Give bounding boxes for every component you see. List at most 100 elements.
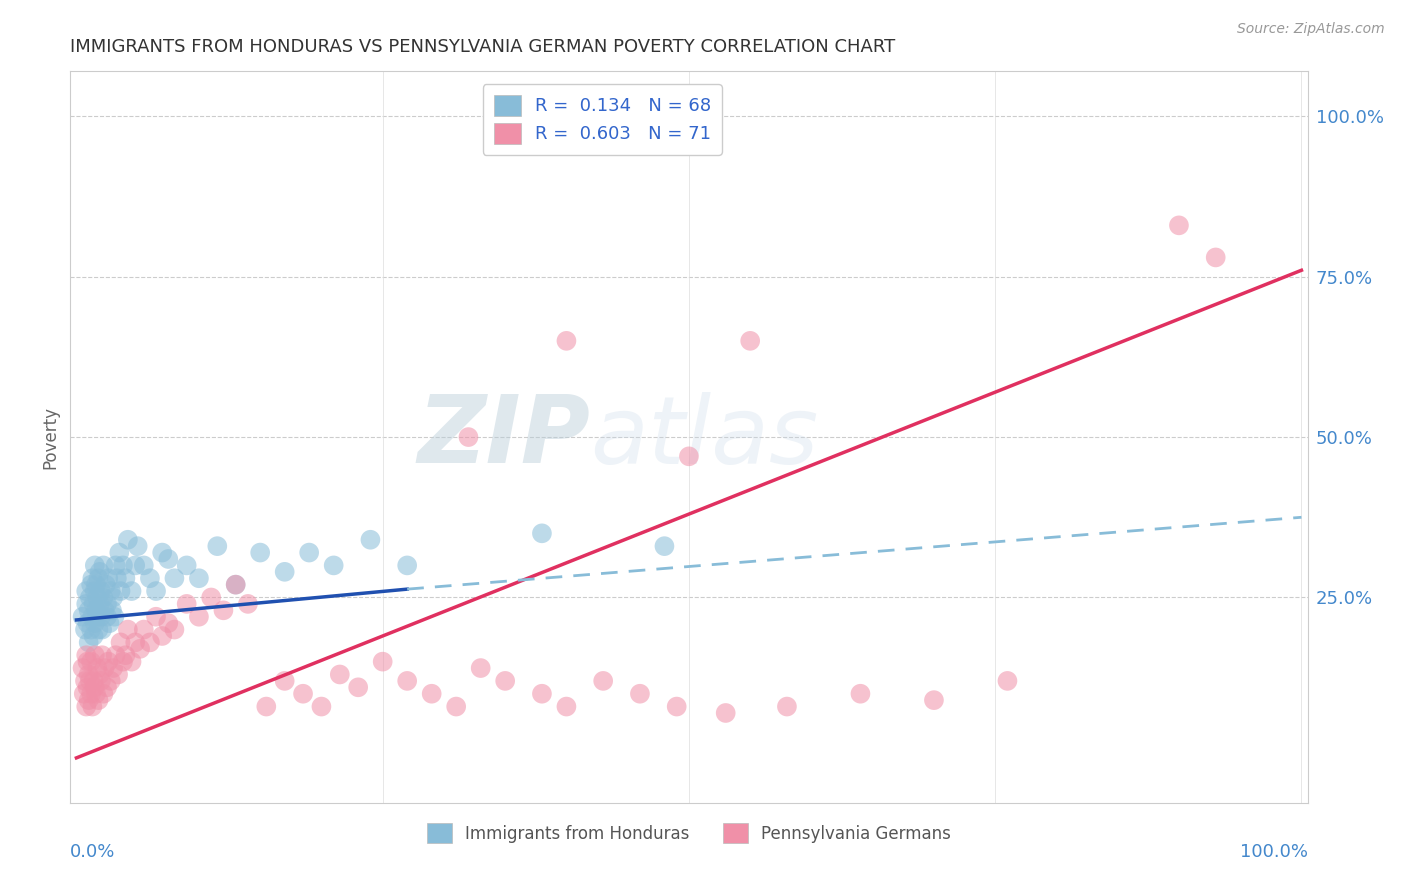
Point	[117, 623, 139, 637]
Point	[73, 623, 96, 637]
Point	[129, 641, 152, 656]
Point	[87, 623, 110, 637]
Point	[75, 699, 97, 714]
Point	[359, 533, 381, 547]
Point	[96, 597, 118, 611]
Point	[176, 597, 198, 611]
Point	[89, 597, 111, 611]
Point	[89, 565, 111, 579]
Point	[82, 609, 104, 624]
Point	[80, 655, 103, 669]
Point	[101, 603, 124, 617]
Point	[114, 648, 136, 663]
Point	[86, 609, 108, 624]
Point	[347, 681, 370, 695]
Point	[100, 584, 122, 599]
Point	[75, 584, 97, 599]
Point	[254, 699, 277, 714]
Point	[849, 687, 872, 701]
Point	[740, 334, 762, 348]
Point	[187, 609, 209, 624]
Point	[83, 673, 105, 688]
Point	[457, 430, 479, 444]
Point	[420, 687, 443, 701]
Legend: Immigrants from Honduras, Pennsylvania Germans: Immigrants from Honduras, Pennsylvania G…	[420, 817, 957, 849]
Point	[87, 571, 110, 585]
Point	[150, 629, 173, 643]
Point	[91, 648, 114, 663]
Point	[110, 635, 132, 649]
Point	[132, 558, 155, 573]
Point	[80, 687, 103, 701]
Point	[371, 655, 394, 669]
Point	[628, 687, 651, 701]
Text: ZIP: ZIP	[418, 391, 591, 483]
Point	[150, 545, 173, 559]
Point	[72, 609, 94, 624]
Point	[104, 558, 127, 573]
Point	[176, 558, 198, 573]
Point	[114, 571, 136, 585]
Point	[225, 577, 247, 591]
Point	[90, 673, 112, 688]
Point	[93, 591, 115, 605]
Point	[72, 661, 94, 675]
Point	[83, 558, 105, 573]
Point	[111, 558, 134, 573]
Point	[107, 667, 129, 681]
Point	[470, 661, 492, 675]
Point	[555, 699, 578, 714]
Point	[89, 667, 111, 681]
Point	[83, 648, 105, 663]
Point	[91, 623, 114, 637]
Point	[105, 571, 128, 585]
Point	[298, 545, 321, 559]
Point	[249, 545, 271, 559]
Point	[90, 584, 112, 599]
Point	[75, 648, 97, 663]
Point	[121, 584, 143, 599]
Point	[80, 577, 103, 591]
Point	[654, 539, 676, 553]
Text: IMMIGRANTS FROM HONDURAS VS PENNSYLVANIA GERMAN POVERTY CORRELATION CHART: IMMIGRANTS FROM HONDURAS VS PENNSYLVANIA…	[70, 38, 896, 56]
Point	[77, 693, 100, 707]
Point	[96, 681, 118, 695]
Point	[104, 648, 127, 663]
Point	[127, 539, 149, 553]
Point	[84, 577, 107, 591]
Point	[82, 699, 104, 714]
Point	[322, 558, 344, 573]
Point	[665, 699, 688, 714]
Point	[494, 673, 516, 688]
Point	[212, 603, 235, 617]
Point	[187, 571, 209, 585]
Point	[77, 667, 100, 681]
Point	[83, 681, 105, 695]
Point	[79, 591, 101, 605]
Point	[396, 673, 419, 688]
Point	[592, 673, 614, 688]
Point	[96, 609, 118, 624]
Text: 0.0%: 0.0%	[70, 843, 115, 861]
Point	[101, 661, 124, 675]
Point	[200, 591, 222, 605]
Point	[1168, 219, 1191, 233]
Point	[77, 603, 100, 617]
Point	[93, 558, 115, 573]
Point	[292, 687, 315, 701]
Point	[73, 687, 96, 701]
Text: Source: ZipAtlas.com: Source: ZipAtlas.com	[1237, 22, 1385, 37]
Point	[93, 661, 115, 675]
Point	[922, 693, 945, 707]
Point	[776, 699, 799, 714]
Point	[530, 526, 553, 541]
Point	[132, 623, 155, 637]
Point	[678, 450, 700, 464]
Point	[555, 334, 578, 348]
Point	[163, 623, 186, 637]
Point	[86, 591, 108, 605]
Point	[157, 552, 180, 566]
Point	[97, 571, 120, 585]
Point	[145, 584, 167, 599]
Point	[530, 687, 553, 701]
